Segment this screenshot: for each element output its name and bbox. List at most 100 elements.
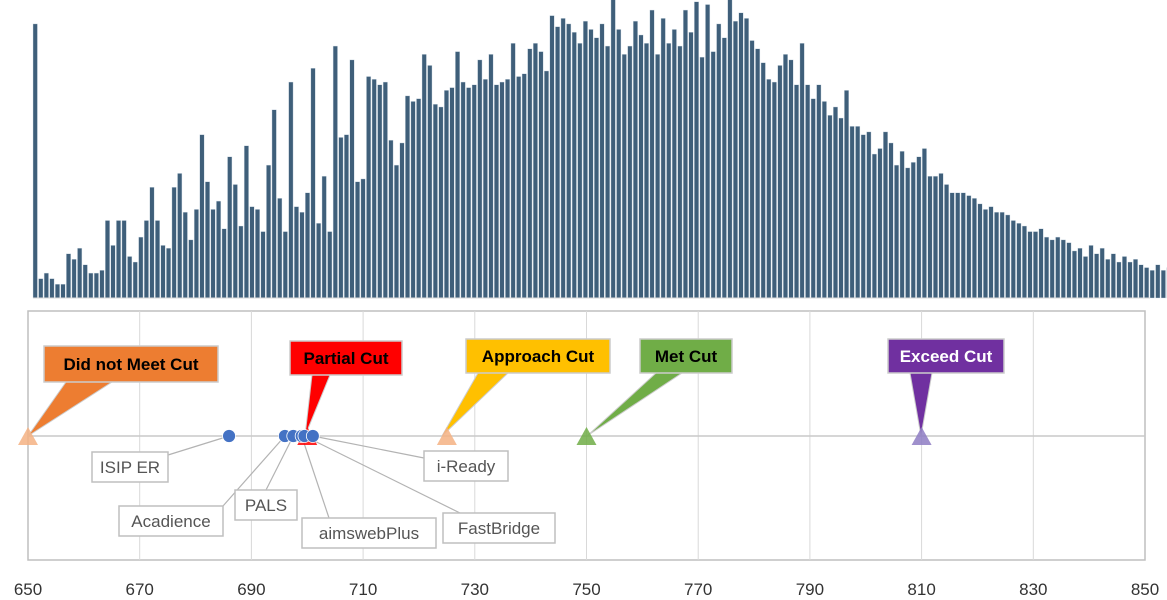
histogram-bar [1088, 245, 1094, 299]
x-tick-label: 670 [126, 580, 154, 599]
histogram-bar [321, 175, 327, 299]
histogram-bar [1099, 247, 1105, 299]
histogram-bar [388, 139, 394, 299]
histogram-bar [1038, 228, 1044, 299]
histogram-bar [271, 109, 277, 299]
histogram-bar [99, 270, 105, 299]
histogram-bar [338, 137, 344, 299]
histogram-bar [216, 200, 222, 299]
histogram-bar [755, 48, 761, 299]
histogram-bar [399, 142, 405, 299]
histogram-bar [649, 9, 655, 299]
histogram-bar [127, 256, 133, 299]
cut-score-plot: 650 670 690 710 730 750 770 790 810 830 850 ISIP ER… [14, 310, 1159, 599]
histogram-bar [1033, 231, 1038, 299]
histogram-bar [266, 164, 272, 299]
assessment-label-box [91, 451, 169, 483]
histogram-bar [494, 84, 499, 299]
x-tick-label: 690 [237, 580, 265, 599]
histogram-bar [888, 142, 894, 299]
x-tick-label: 710 [349, 580, 377, 599]
assessment-label: ISIP ER [100, 458, 160, 477]
histogram-bar [505, 79, 511, 299]
histogram-bar [799, 43, 805, 299]
histogram-bar [1116, 261, 1122, 299]
histogram-bar [1016, 223, 1022, 299]
histogram-bar [88, 272, 94, 299]
assessment-point [305, 429, 320, 443]
histogram-bar [249, 206, 255, 299]
histogram-bar [927, 175, 933, 299]
histogram-bar [738, 12, 744, 299]
histogram-bar [810, 98, 816, 299]
histogram-bar [227, 156, 233, 299]
histogram-bar [960, 192, 966, 299]
x-tick-label: 750 [572, 580, 600, 599]
histogram-bar [193, 209, 199, 299]
histogram-bar [1138, 264, 1144, 299]
histogram-bar [149, 187, 155, 299]
histogram-bar [1010, 220, 1016, 299]
histogram-bar [710, 51, 716, 299]
histogram-bar [255, 209, 260, 299]
histogram-bar [143, 220, 149, 299]
histogram-bar [966, 195, 972, 299]
histogram-bar [883, 131, 888, 299]
assessment-leader-line [301, 435, 330, 519]
histogram-bar [833, 106, 838, 299]
assessment-leader-line [167, 435, 230, 456]
assessment-label: Acadience [131, 512, 210, 531]
histogram-bar [1044, 236, 1050, 299]
cut-callout-box [43, 345, 219, 383]
histogram-bar [971, 198, 977, 299]
histogram-bar [221, 228, 227, 299]
histogram-bar [816, 84, 822, 299]
histogram-bar [949, 192, 955, 299]
histogram-bar [482, 79, 488, 299]
histogram-bar [427, 65, 433, 299]
histogram-bar [749, 40, 755, 299]
histogram-bar [410, 101, 416, 299]
histogram-bar [582, 20, 588, 299]
histogram-bar [1094, 253, 1100, 299]
histogram-bar [132, 261, 138, 299]
histogram-bar [621, 54, 627, 299]
cut-callout-box [289, 340, 403, 376]
histogram-bar [82, 264, 88, 299]
histogram-bar [655, 54, 661, 299]
histogram-bar [460, 81, 466, 299]
histogram-bar [477, 59, 483, 299]
assessment-label: aimswebPlus [319, 524, 419, 543]
histogram-bar [93, 272, 99, 299]
histogram-bar [566, 23, 572, 299]
histogram-bar [549, 15, 555, 299]
histogram-bar [316, 223, 322, 299]
histogram-bar [988, 206, 994, 299]
histogram-bar [805, 84, 811, 299]
histogram-bar [555, 26, 561, 299]
histogram-bar [66, 253, 71, 299]
histogram-bar [444, 90, 449, 299]
histogram-bar [944, 184, 950, 299]
cut-label: Met Cut [655, 347, 718, 366]
cut-callout-box [465, 338, 611, 374]
histogram-bar [1160, 270, 1166, 299]
histogram-bar [299, 211, 305, 299]
histogram-bar [588, 29, 594, 299]
histogram-bar [1077, 247, 1083, 299]
histogram-bar [794, 84, 800, 299]
histogram-bar [182, 211, 188, 299]
histogram-bar [999, 211, 1005, 299]
histogram-bar [449, 87, 455, 299]
cut-label: Approach Cut [482, 347, 595, 366]
histogram-bar [871, 153, 877, 299]
x-tick-label: 830 [1019, 580, 1047, 599]
histogram-bar [916, 156, 922, 299]
histogram-bar [910, 162, 916, 299]
cut-marker [436, 427, 457, 445]
histogram-bar [77, 247, 83, 299]
histogram-bar [771, 81, 777, 299]
cut-marker [576, 427, 597, 445]
histogram-bar [894, 164, 900, 299]
histogram-bar [788, 59, 794, 299]
